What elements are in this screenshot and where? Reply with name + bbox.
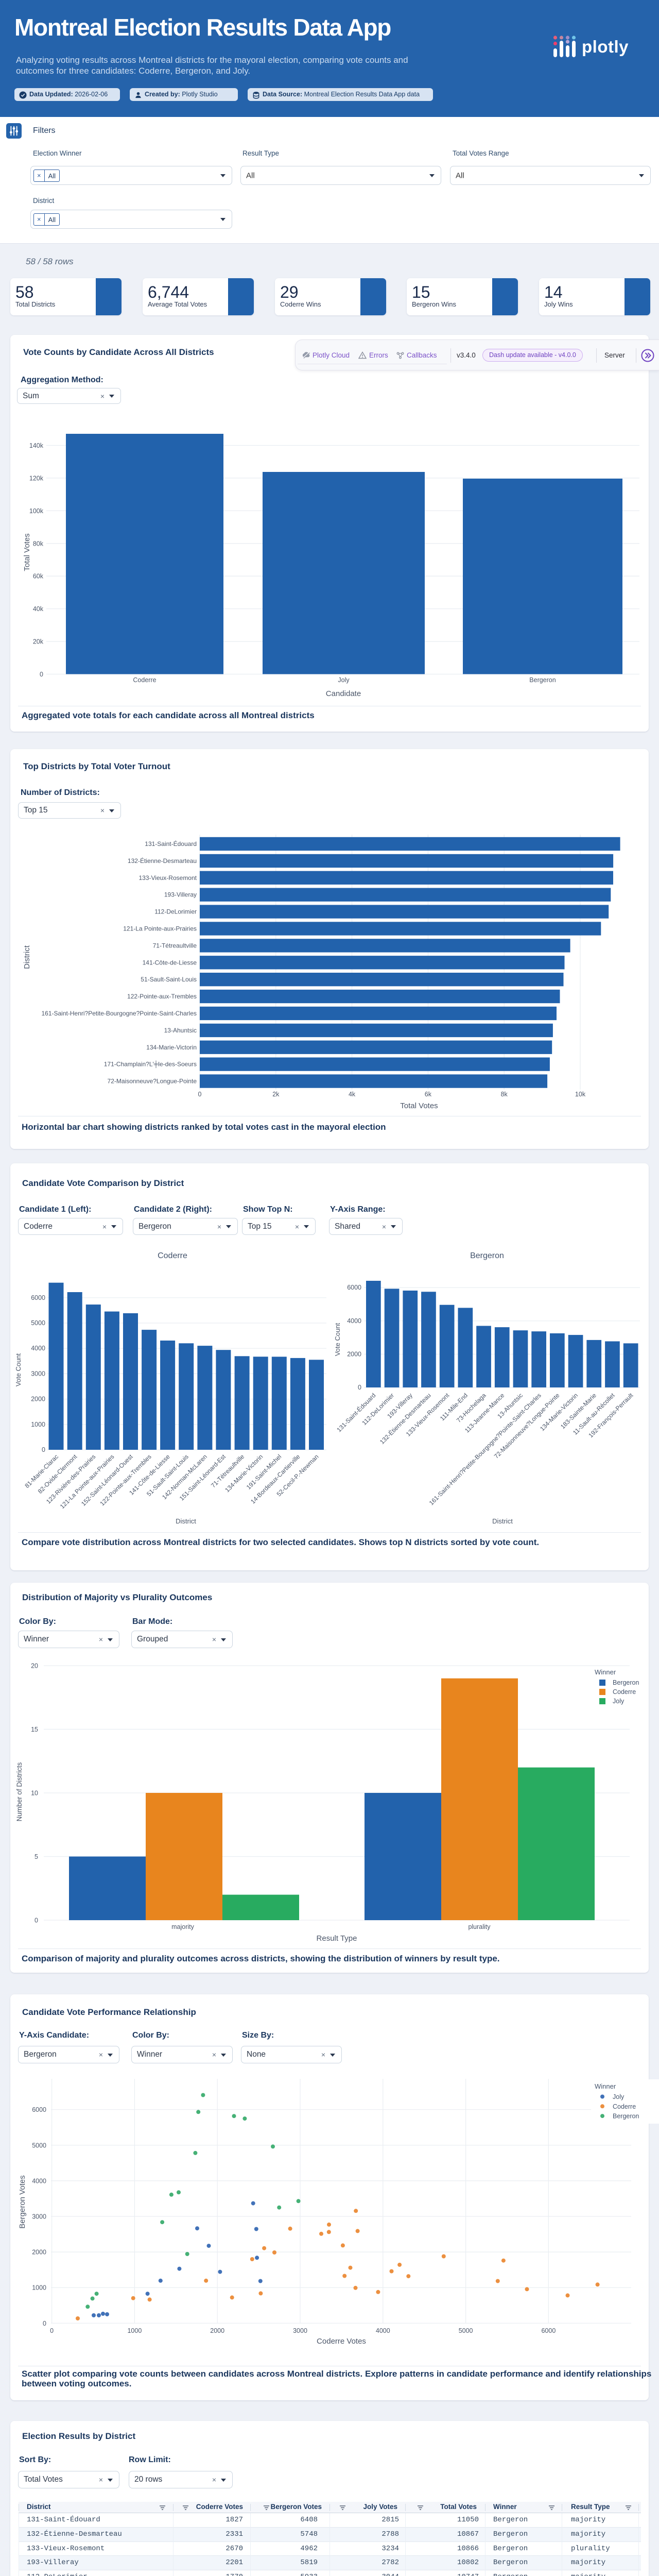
svg-text:plotly: plotly bbox=[582, 37, 629, 56]
